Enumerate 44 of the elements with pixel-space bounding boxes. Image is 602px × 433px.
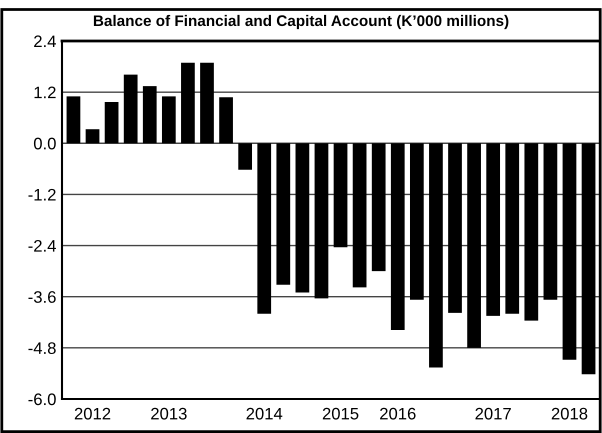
bar (257, 143, 272, 314)
bar (296, 143, 310, 292)
x-tick-label: 2016 (380, 408, 416, 420)
bar (314, 143, 328, 298)
bar (562, 143, 576, 360)
x-tick-label: 2015 (322, 408, 358, 420)
y-tick-label: -6.0 (28, 393, 56, 406)
x-tick-label: 2017 (475, 408, 511, 420)
bar (410, 143, 424, 300)
bar (334, 143, 348, 248)
bar (200, 62, 214, 144)
bar (142, 86, 157, 144)
bar (524, 143, 538, 321)
bar (372, 143, 386, 272)
bar (162, 96, 176, 144)
bar (104, 102, 118, 144)
bar (544, 143, 558, 300)
bar (66, 96, 80, 144)
chart-title: Balance of Financial and Capital Account (K’000 millions) (94, 14, 508, 30)
x-tick-label: 2012 (74, 408, 110, 420)
y-tick-label: 2.4 (34, 35, 56, 48)
x-tick-label: 2014 (246, 408, 282, 420)
y-tick-label: 0.0 (34, 138, 56, 150)
bar (124, 74, 138, 144)
y-tick-label: -4.8 (28, 342, 56, 354)
bar (238, 143, 252, 170)
x-tick-label: 2013 (151, 408, 187, 420)
bar (86, 129, 100, 144)
y-tick-label: -1.2 (28, 188, 56, 200)
y-tick-label: -2.4 (28, 240, 56, 252)
bar (505, 143, 520, 314)
bar (467, 143, 481, 348)
bar (390, 143, 405, 330)
y-tick-label: 1.2 (34, 86, 56, 98)
x-tick-label: 2018 (552, 408, 588, 420)
bar (429, 143, 443, 368)
bar (582, 143, 596, 374)
bar (486, 143, 500, 316)
bar (219, 97, 233, 144)
bar (181, 62, 195, 144)
y-tick-label: -3.6 (28, 291, 56, 303)
bar (276, 143, 290, 285)
bar (448, 143, 462, 313)
bar (352, 143, 366, 288)
